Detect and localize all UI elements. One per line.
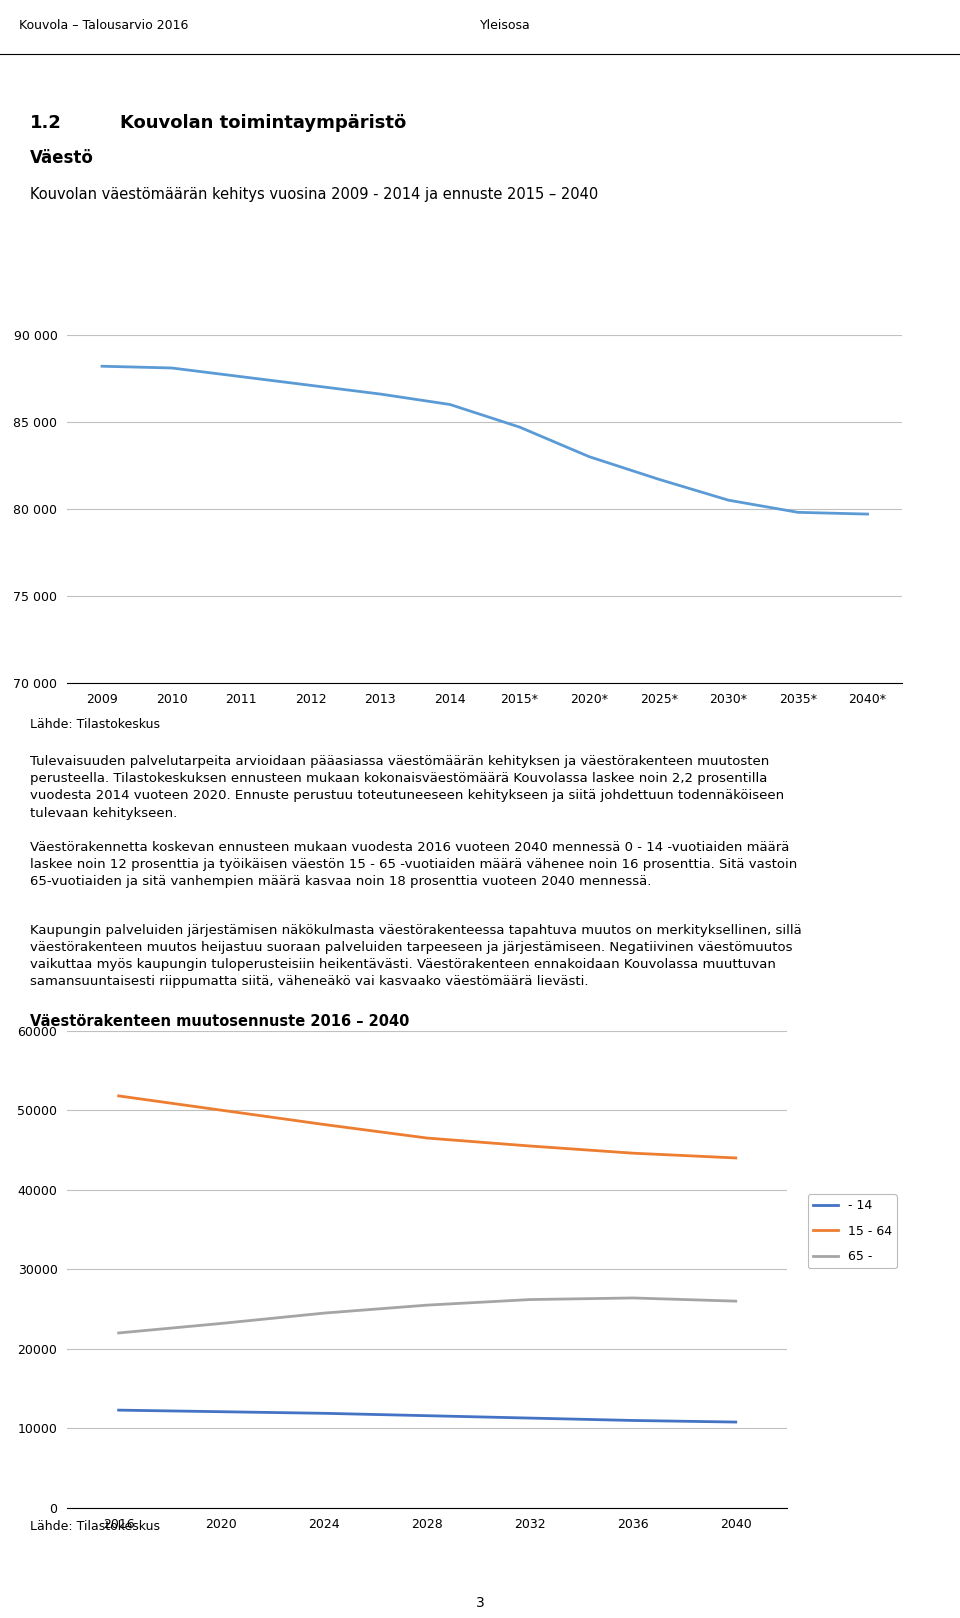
Text: Kouvola – Talousarvio 2016: Kouvola – Talousarvio 2016 [19,19,188,32]
Text: Kaupungin palveluiden järjestämisen näkökulmasta väestörakenteessa tapahtuva muu: Kaupungin palveluiden järjestämisen näkö… [30,924,802,937]
Text: väestörakenteen muutos heijastuu suoraan palveluiden tarpeeseen ja järjestämisee: väestörakenteen muutos heijastuu suoraan… [30,940,793,953]
Text: 65-vuotiaiden ja sitä vanhempien määrä kasvaa noin 18 prosenttia vuoteen 2040 me: 65-vuotiaiden ja sitä vanhempien määrä k… [30,875,652,888]
Text: laskee noin 12 prosenttia ja työikäisen väestön 15 - 65 -vuotiaiden määrä vähene: laskee noin 12 prosenttia ja työikäisen … [30,858,797,870]
Text: samansuuntaisesti riippumatta siitä, väheneäkö vai kasvaako väestömäärä lievästi: samansuuntaisesti riippumatta siitä, väh… [30,976,588,989]
Text: Tulevaisuuden palvelutarpeita arvioidaan pääasiassa väestömäärän kehityksen ja v: Tulevaisuuden palvelutarpeita arvioidaan… [30,756,769,769]
Text: 1.2: 1.2 [30,115,61,133]
Legend: - 14, 15 - 64, 65 -: - 14, 15 - 64, 65 - [808,1194,897,1269]
Text: Yleisosa: Yleisosa [480,19,531,32]
Text: vuodesta 2014 vuoteen 2020. Ennuste perustuu toteutuneeseen kehitykseen ja siitä: vuodesta 2014 vuoteen 2020. Ennuste peru… [30,790,784,803]
Text: Lähde: Tilastokeskus: Lähde: Tilastokeskus [30,1519,160,1534]
Text: Väestörakennetta koskevan ennusteen mukaan vuodesta 2016 vuoteen 2040 mennessä 0: Väestörakennetta koskevan ennusteen muka… [30,841,789,854]
Text: Lähde: Tilastokeskus: Lähde: Tilastokeskus [30,718,160,731]
Text: Väestö: Väestö [30,149,94,168]
Text: Kouvolan väestömäärän kehitys vuosina 2009 - 2014 ja ennuste 2015 – 2040: Kouvolan väestömäärän kehitys vuosina 20… [30,186,598,202]
Text: Väestörakenteen muutosennuste 2016 – 2040: Väestörakenteen muutosennuste 2016 – 204… [30,1014,409,1029]
Text: 3: 3 [475,1595,485,1610]
Text: vaikuttaa myös kaupungin tuloperusteisiin heikentävästi. Väestörakenteen ennakoi: vaikuttaa myös kaupungin tuloperusteisii… [30,958,776,971]
Text: tulevaan kehitykseen.: tulevaan kehitykseen. [30,806,178,820]
Text: perusteella. Tilastokeskuksen ennusteen mukaan kokonaisväestömäärä Kouvolassa la: perusteella. Tilastokeskuksen ennusteen … [30,772,767,785]
Text: Kouvolan toimintaympäristö: Kouvolan toimintaympäristö [120,115,406,133]
